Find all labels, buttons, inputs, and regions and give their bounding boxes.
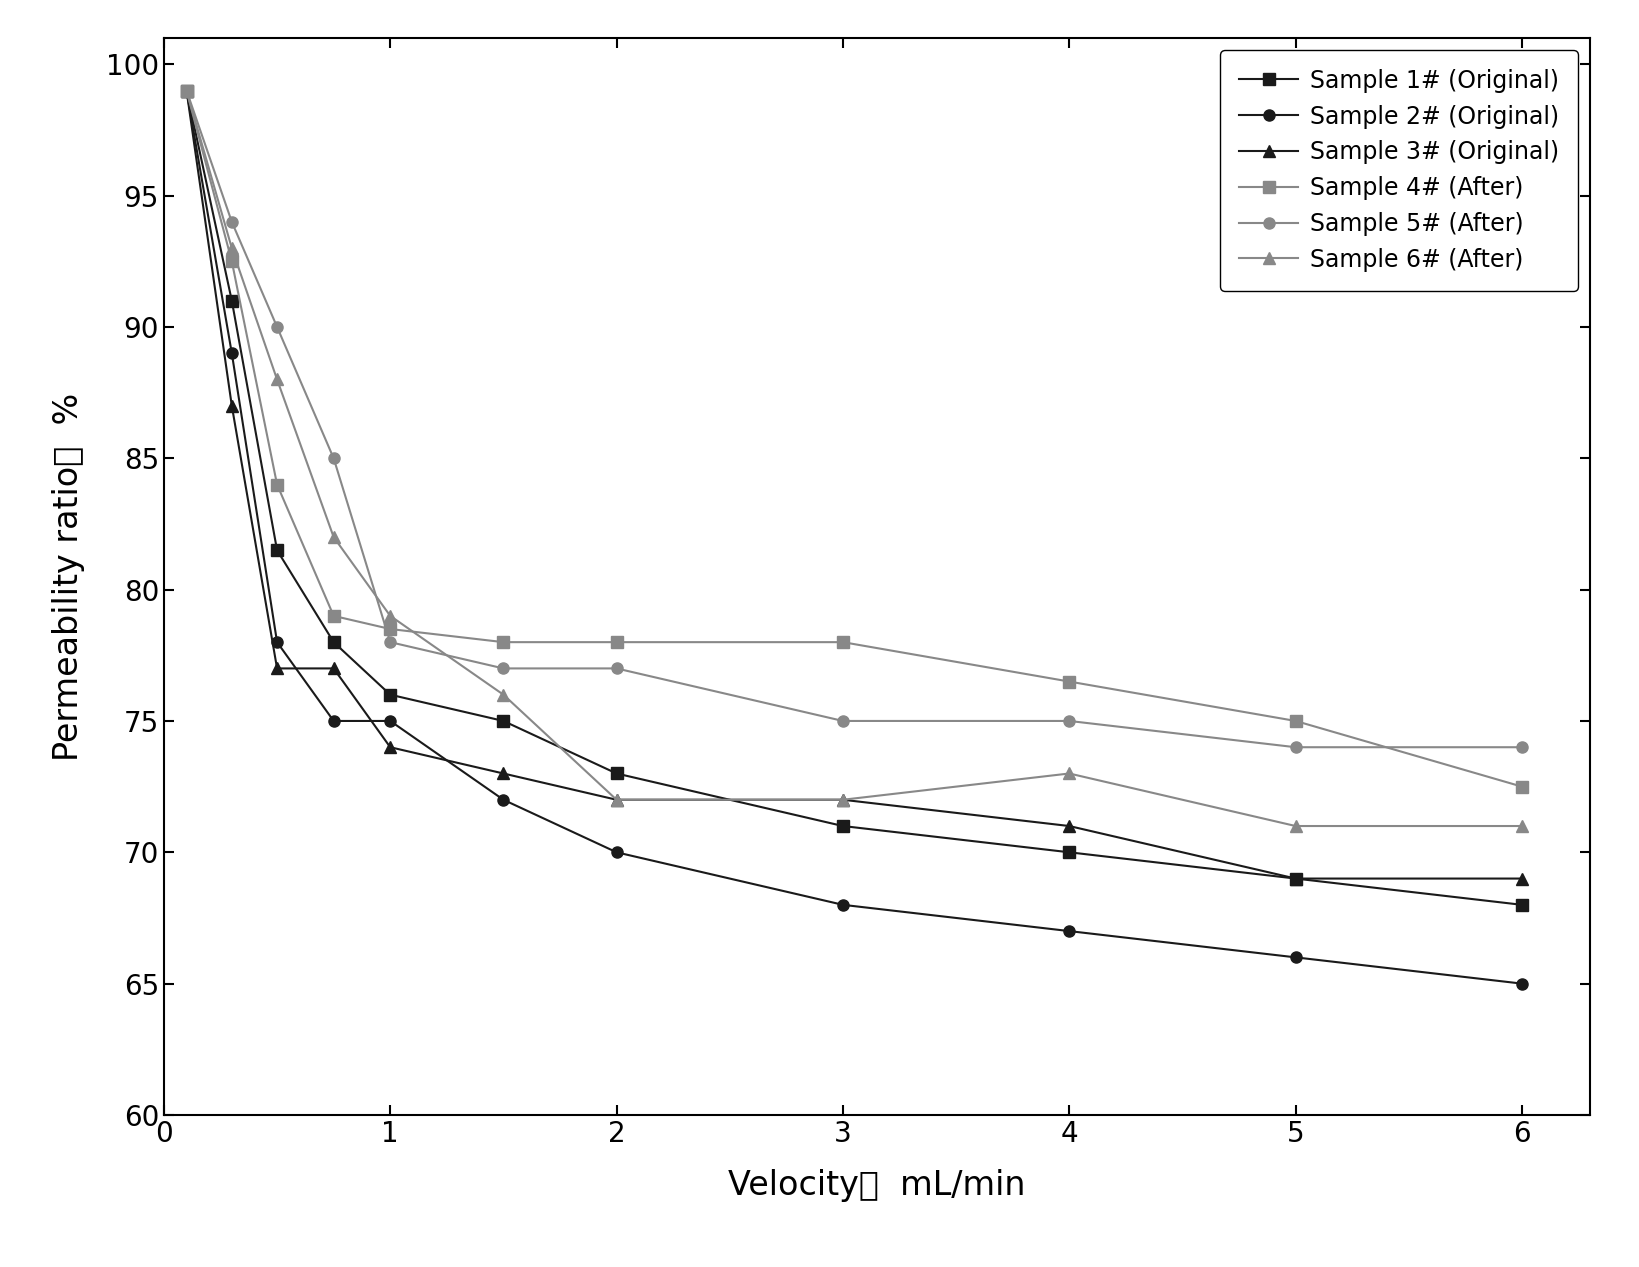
- Sample 4# (After): [380, 621, 400, 636]
- Sample 5# (After): [325, 451, 344, 466]
- Line: Sample 6# (After): Sample 6# (After): [180, 85, 1528, 831]
- Sample 6# (After): [606, 792, 626, 807]
- Sample 1# (Original): [1285, 870, 1305, 886]
- Sample 2# (Original): [1513, 976, 1532, 991]
- Sample 5# (After): [267, 319, 287, 334]
- Sample 1# (Original): [606, 765, 626, 780]
- Sample 6# (After): [325, 530, 344, 545]
- Sample 4# (After): [1059, 674, 1078, 689]
- Sample 4# (After): [1513, 779, 1532, 794]
- Sample 6# (After): [380, 608, 400, 623]
- Sample 2# (Original): [606, 845, 626, 860]
- Sample 1# (Original): [177, 82, 197, 98]
- Sample 3# (Original): [267, 661, 287, 677]
- Sample 6# (After): [267, 372, 287, 388]
- Sample 4# (After): [177, 82, 197, 98]
- Sample 4# (After): [833, 635, 852, 650]
- Sample 5# (After): [221, 214, 241, 229]
- Sample 5# (After): [606, 661, 626, 677]
- Line: Sample 3# (Original): Sample 3# (Original): [180, 85, 1528, 884]
- Sample 1# (Original): [267, 542, 287, 557]
- Sample 5# (After): [833, 713, 852, 729]
- Sample 4# (After): [606, 635, 626, 650]
- Sample 3# (Original): [177, 82, 197, 98]
- Sample 4# (After): [221, 253, 241, 269]
- Line: Sample 2# (Original): Sample 2# (Original): [180, 85, 1528, 990]
- Sample 4# (After): [267, 476, 287, 492]
- Sample 3# (Original): [833, 792, 852, 807]
- Sample 4# (After): [325, 608, 344, 623]
- Sample 2# (Original): [177, 82, 197, 98]
- Sample 1# (Original): [1059, 845, 1078, 860]
- Sample 6# (After): [221, 241, 241, 256]
- Sample 3# (Original): [606, 792, 626, 807]
- Line: Sample 1# (Original): Sample 1# (Original): [180, 85, 1528, 911]
- Sample 5# (After): [1059, 713, 1078, 729]
- Sample 6# (After): [1059, 765, 1078, 780]
- Sample 2# (Original): [1059, 924, 1078, 939]
- Sample 2# (Original): [833, 897, 852, 912]
- Sample 6# (After): [1285, 818, 1305, 834]
- Sample 4# (After): [493, 635, 513, 650]
- Sample 1# (Original): [325, 635, 344, 650]
- Sample 3# (Original): [1513, 870, 1532, 886]
- Sample 6# (After): [493, 687, 513, 702]
- Sample 2# (Original): [1285, 950, 1305, 965]
- Sample 6# (After): [1513, 818, 1532, 834]
- Sample 1# (Original): [493, 713, 513, 729]
- Sample 3# (Original): [380, 740, 400, 755]
- Sample 5# (After): [1285, 740, 1305, 755]
- Line: Sample 4# (After): Sample 4# (After): [180, 85, 1528, 792]
- Sample 1# (Original): [221, 293, 241, 308]
- Sample 3# (Original): [325, 661, 344, 677]
- X-axis label: Velocity，  mL/min: Velocity， mL/min: [728, 1168, 1026, 1201]
- Sample 3# (Original): [1285, 870, 1305, 886]
- Sample 3# (Original): [221, 398, 241, 413]
- Sample 2# (Original): [325, 713, 344, 729]
- Sample 3# (Original): [1059, 818, 1078, 834]
- Legend: Sample 1# (Original), Sample 2# (Original), Sample 3# (Original), Sample 4# (Aft: Sample 1# (Original), Sample 2# (Origina…: [1221, 49, 1578, 290]
- Sample 5# (After): [380, 635, 400, 650]
- Sample 2# (Original): [493, 792, 513, 807]
- Sample 2# (Original): [221, 346, 241, 361]
- Sample 1# (Original): [833, 818, 852, 834]
- Line: Sample 5# (After): Sample 5# (After): [180, 85, 1528, 753]
- Y-axis label: Permeability ratio，  %: Permeability ratio， %: [52, 393, 85, 760]
- Sample 4# (After): [1285, 713, 1305, 729]
- Sample 6# (After): [177, 82, 197, 98]
- Sample 5# (After): [493, 661, 513, 677]
- Sample 1# (Original): [380, 687, 400, 702]
- Sample 1# (Original): [1513, 897, 1532, 912]
- Sample 2# (Original): [380, 713, 400, 729]
- Sample 2# (Original): [267, 635, 287, 650]
- Sample 5# (After): [1513, 740, 1532, 755]
- Sample 3# (Original): [493, 765, 513, 780]
- Sample 5# (After): [177, 82, 197, 98]
- Sample 6# (After): [833, 792, 852, 807]
